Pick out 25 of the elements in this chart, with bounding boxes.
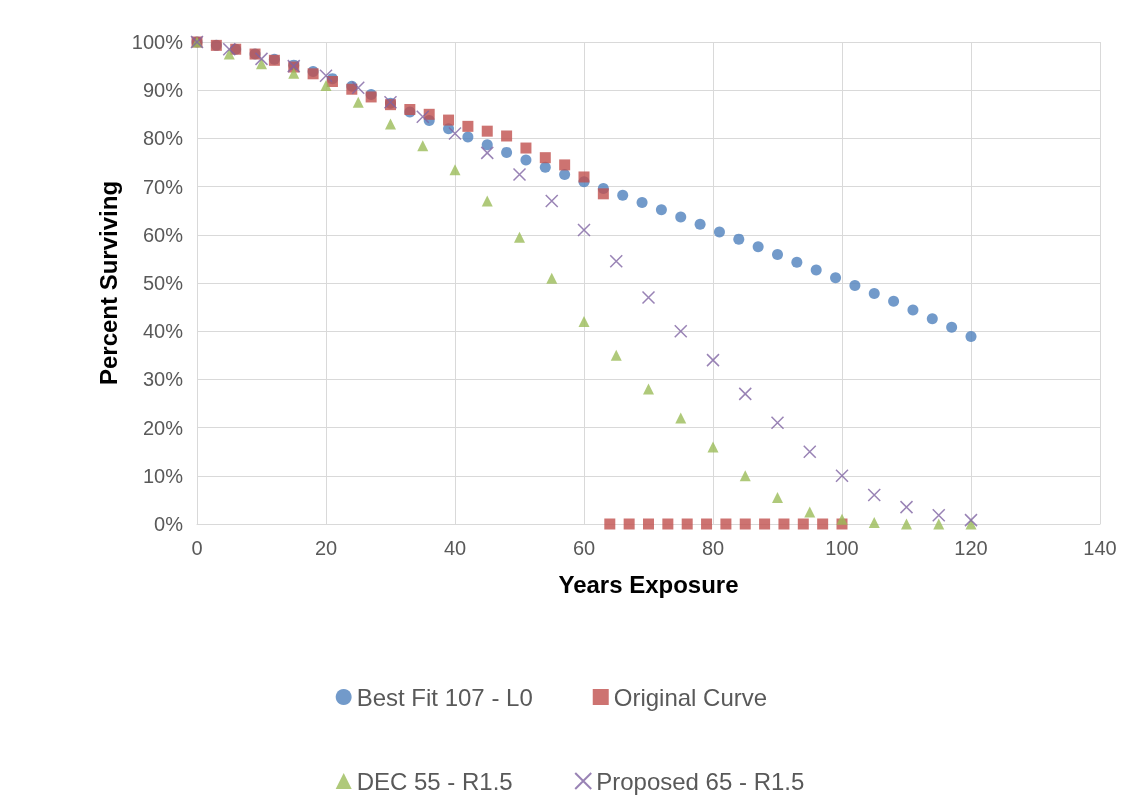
- x-tick-label: 60: [572, 537, 596, 559]
- x-tick-label: 140: [1083, 537, 1117, 559]
- y-tick-label: 80%: [142, 127, 184, 150]
- y-tick-label: 20%: [142, 416, 184, 439]
- y-tick-label: 70%: [142, 175, 184, 198]
- x-tick-label: 40: [443, 537, 467, 559]
- y-axis-title: Percent Surviving: [95, 180, 123, 386]
- y-tick-label: 60%: [142, 223, 184, 246]
- y-tick-label: 10%: [142, 464, 184, 487]
- x-tick-label: 20: [314, 537, 338, 559]
- y-tick-label: 50%: [142, 272, 184, 294]
- x-tick-label: 80: [701, 537, 725, 559]
- x-tick-label: 120: [954, 537, 988, 559]
- y-tick-label: 40%: [142, 320, 184, 343]
- x-tick-label: 0: [191, 537, 203, 559]
- y-tick-label: 0%: [154, 513, 184, 535]
- y-tick-label: 30%: [142, 368, 184, 391]
- legend-label: Best Fit 107 - L0: [356, 683, 533, 711]
- legend-label: Proposed 65 - R1.5: [596, 767, 805, 795]
- y-tick-label: 100%: [131, 31, 184, 53]
- x-axis-title: Years Exposure: [558, 570, 739, 598]
- legend-label: DEC 55 - R1.5: [356, 767, 513, 795]
- y-tick-label: 90%: [142, 79, 184, 102]
- legend-label: Original Curve: [613, 683, 768, 711]
- x-tick-label: 100: [825, 537, 859, 559]
